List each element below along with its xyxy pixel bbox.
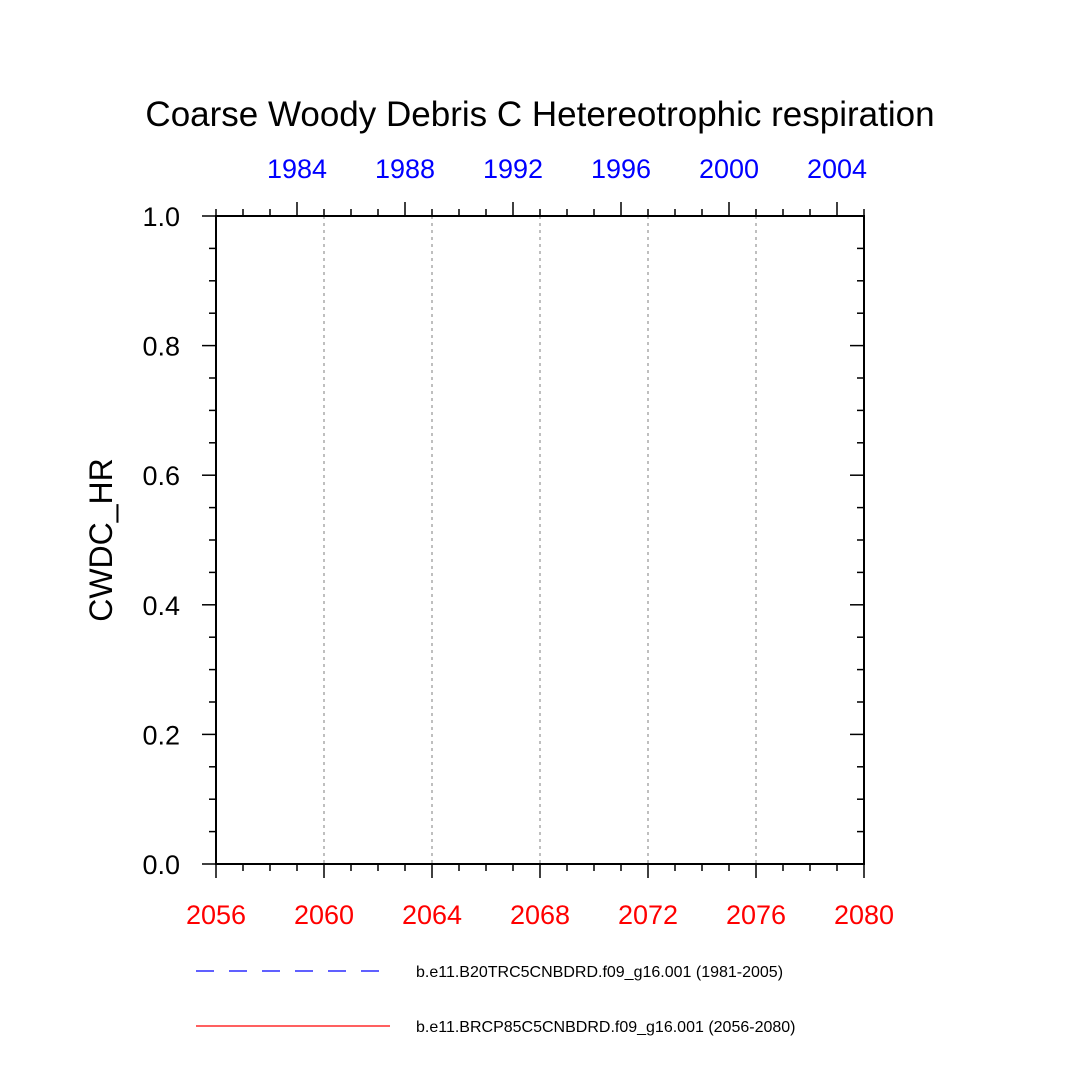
y-tick-label: 0.0 [142, 850, 180, 880]
top-tick-label: 1984 [267, 154, 327, 184]
top-tick-label: 1996 [591, 154, 651, 184]
legend: b.e11.B20TRC5CNBDRD.f09_g16.001 (1981-20… [196, 964, 795, 1036]
x-tick-label: 2064 [402, 900, 462, 930]
x-tick-label: 2060 [294, 900, 354, 930]
y-axis-label: CWDC_HR [83, 458, 119, 622]
y-tick-label: 0.2 [142, 720, 180, 750]
top-tick-label: 1992 [483, 154, 543, 184]
x-tick-label: 2056 [186, 900, 246, 930]
top-tick-label: 1988 [375, 154, 435, 184]
axis-ticks [202, 202, 865, 878]
tick-labels: 2056 2060 2064 2068 2072 2076 2080 1984 1988 1992… [142, 154, 894, 930]
chart-title: Coarse Woody Debris C Hetereotrophic res… [145, 95, 934, 134]
x-tick-label: 2068 [510, 900, 570, 930]
plot-frame [215, 215, 865, 865]
y-tick-label: 0.8 [142, 332, 180, 362]
x-tick-label: 2080 [834, 900, 894, 930]
top-tick-label: 2004 [807, 154, 867, 184]
legend-label: b.e11.BRCP85C5CNBDRD.f09_g16.001 (2056-2… [416, 1019, 795, 1036]
x-tick-label: 2076 [726, 900, 786, 930]
x-tick-label: 2072 [618, 900, 678, 930]
y-tick-label: 0.6 [142, 461, 180, 491]
grid-lines [323, 216, 757, 864]
legend-label: b.e11.B20TRC5CNBDRD.f09_g16.001 (1981-20… [416, 964, 783, 981]
y-tick-label: 1.0 [142, 202, 180, 232]
top-tick-label: 2000 [699, 154, 759, 184]
y-tick-label: 0.4 [142, 591, 180, 621]
